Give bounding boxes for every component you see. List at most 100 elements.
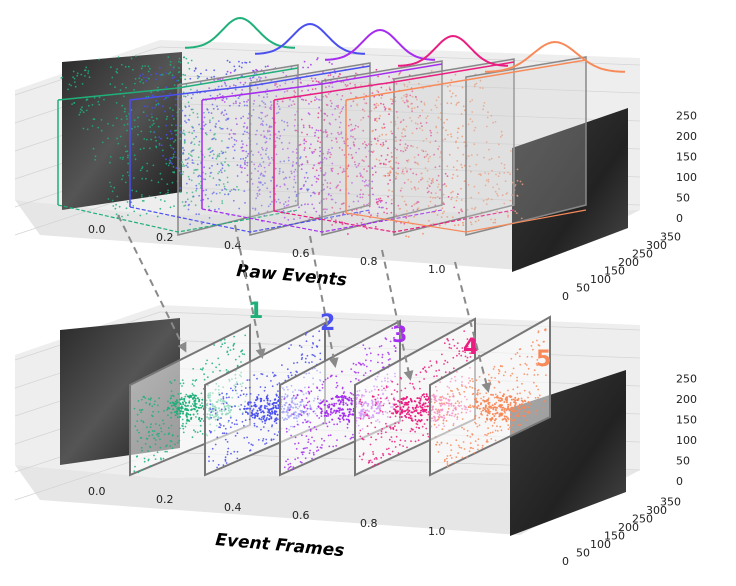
frame-event-point bbox=[409, 417, 412, 420]
frame-event-point bbox=[236, 432, 239, 435]
event-point bbox=[126, 150, 129, 153]
frame-event-point bbox=[360, 403, 363, 406]
frame-event-point bbox=[136, 440, 139, 443]
event-point bbox=[126, 201, 129, 203]
frame-event-point bbox=[436, 410, 439, 412]
frame-event-point bbox=[323, 403, 326, 406]
event-point bbox=[118, 205, 121, 208]
frame-event-point bbox=[305, 404, 308, 406]
frame-event-point bbox=[227, 353, 230, 356]
frame-event-point bbox=[315, 450, 318, 452]
frame-event-point bbox=[184, 401, 187, 404]
frame-event-point bbox=[342, 392, 345, 395]
frame-event-point bbox=[418, 397, 421, 400]
event-point bbox=[188, 153, 190, 155]
event-point bbox=[140, 130, 143, 133]
frame-event-point bbox=[133, 470, 136, 473]
event-point bbox=[137, 133, 139, 136]
frame-event-point bbox=[257, 412, 259, 415]
frame-event-point bbox=[199, 424, 202, 427]
event-point bbox=[125, 115, 128, 118]
frame-event-point bbox=[227, 346, 230, 349]
frame-event-point bbox=[179, 412, 182, 415]
left-grayscale-image bbox=[62, 52, 182, 210]
frame-event-point bbox=[493, 396, 496, 399]
frame-event-point bbox=[162, 457, 165, 460]
frame-event-point bbox=[469, 380, 471, 382]
event-point bbox=[291, 165, 294, 168]
event-point bbox=[139, 148, 142, 151]
frame-event-point bbox=[336, 410, 339, 412]
event-point bbox=[314, 96, 317, 98]
event-point bbox=[347, 233, 349, 235]
event-point bbox=[232, 157, 235, 160]
event-point bbox=[110, 185, 112, 188]
event-point bbox=[244, 81, 247, 84]
frame-event-point bbox=[277, 390, 279, 392]
event-point bbox=[314, 192, 316, 195]
frame-event-point bbox=[493, 403, 496, 406]
event-point bbox=[115, 203, 117, 206]
event-point bbox=[238, 207, 241, 210]
event-point bbox=[294, 190, 297, 193]
frame-event-point bbox=[327, 406, 330, 409]
event-point bbox=[314, 131, 317, 134]
frame-event-point bbox=[248, 418, 251, 421]
event-point bbox=[359, 196, 362, 199]
event-point bbox=[190, 179, 193, 182]
frame-event-point bbox=[167, 433, 170, 436]
event-point bbox=[133, 154, 136, 157]
event-point bbox=[205, 189, 208, 191]
event-point bbox=[207, 197, 209, 200]
frame-event-point bbox=[477, 444, 479, 446]
frame-event-point bbox=[218, 363, 221, 366]
event-point bbox=[221, 152, 224, 155]
event-point bbox=[241, 62, 244, 64]
frame-event-point bbox=[397, 422, 400, 424]
frame-event-point bbox=[185, 393, 188, 396]
event-point bbox=[248, 61, 251, 63]
event-point bbox=[292, 151, 294, 153]
frame-event-point bbox=[243, 407, 246, 410]
event-point bbox=[172, 147, 175, 150]
frame-event-point bbox=[500, 429, 503, 432]
frame-event-point bbox=[537, 396, 539, 399]
event-point bbox=[170, 146, 173, 149]
frame-event-point bbox=[382, 404, 385, 407]
event-point bbox=[158, 136, 161, 139]
event-point bbox=[341, 107, 344, 110]
event-point bbox=[83, 69, 86, 72]
frame-event-point bbox=[425, 393, 428, 396]
frame-event-point bbox=[181, 425, 184, 427]
frame-event-point bbox=[269, 400, 272, 402]
frame-event-point bbox=[260, 411, 263, 414]
event-point bbox=[311, 127, 314, 129]
frame-event-point bbox=[291, 468, 294, 471]
event-point bbox=[263, 136, 266, 139]
event-point bbox=[179, 131, 182, 134]
frame-event-point bbox=[517, 412, 519, 415]
frame-event-point bbox=[264, 405, 266, 407]
frame-event-point bbox=[492, 393, 494, 396]
frame-event-point bbox=[422, 410, 425, 413]
event-point bbox=[293, 178, 296, 181]
event-point bbox=[183, 165, 186, 167]
frame-event-point bbox=[255, 412, 258, 415]
frame-event-point bbox=[380, 430, 383, 432]
event-point bbox=[180, 172, 182, 175]
frame-event-point bbox=[149, 398, 152, 401]
frame-event-point bbox=[335, 386, 338, 389]
y-axis-tick: 350 bbox=[660, 496, 681, 509]
event-point bbox=[301, 98, 303, 101]
frame-event-point bbox=[477, 438, 480, 440]
frame-event-point bbox=[265, 442, 268, 444]
frame-event-point bbox=[394, 350, 397, 352]
event-point bbox=[155, 72, 158, 75]
event-point bbox=[178, 108, 181, 110]
frame-event-point bbox=[377, 353, 380, 356]
event-point bbox=[283, 120, 286, 123]
event-point bbox=[139, 169, 142, 172]
frame-event-point bbox=[292, 466, 295, 469]
frame-event-point bbox=[305, 397, 308, 400]
event-point bbox=[264, 182, 266, 185]
